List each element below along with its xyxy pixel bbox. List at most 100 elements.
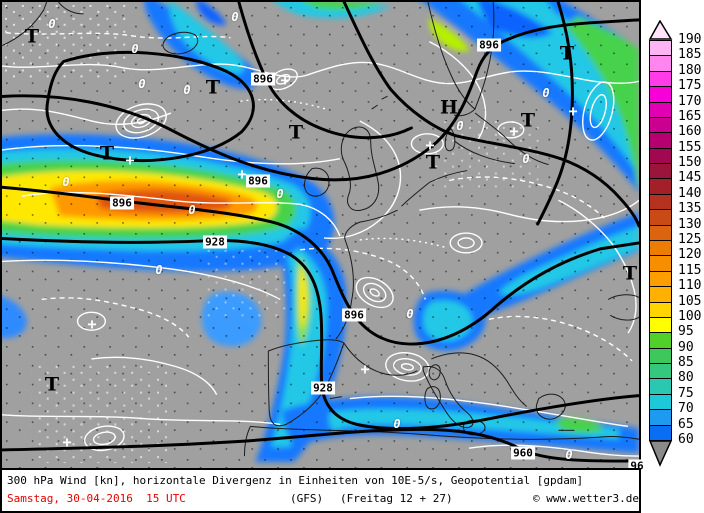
geopotential-label: 928 bbox=[311, 381, 335, 395]
divergence-zero-label: 0 bbox=[138, 77, 146, 91]
divergence-zero-label: 0 bbox=[565, 448, 573, 462]
divergence-plus-mark: + bbox=[509, 122, 519, 140]
divergence-plus-mark: + bbox=[360, 360, 370, 378]
map-annotations: 896 896 896 896 896 928 928 960 96 T T T T H T T T T T 0 0 0 0… bbox=[2, 2, 646, 473]
colorbar-tick-label: 165 bbox=[678, 108, 702, 124]
low-center-marker: T bbox=[520, 109, 536, 132]
colorbar-cell bbox=[649, 409, 672, 426]
caption-box: 300 hPa Wind [kn], horizontale Divergenz… bbox=[0, 468, 641, 513]
colorbar-tick-label: 150 bbox=[678, 155, 702, 171]
geopotential-label: 896 bbox=[342, 308, 366, 322]
colorbar-cell bbox=[649, 55, 672, 72]
colorbar-tick-label: 120 bbox=[678, 247, 702, 263]
colorbar-tick-label: 170 bbox=[678, 93, 702, 109]
caption-model: (GFS) bbox=[290, 492, 324, 505]
divergence-zero-label: 0 bbox=[393, 417, 401, 431]
divergence-contours bbox=[2, 31, 639, 457]
colorbar-tick-label: 85 bbox=[678, 355, 694, 371]
colorbar-cell bbox=[649, 316, 672, 334]
colorbar-tick-label: 70 bbox=[678, 401, 694, 417]
colorbar-tick-label: 175 bbox=[678, 78, 702, 94]
colorbar-tick-label: 75 bbox=[678, 385, 694, 401]
divergence-plus-mark: + bbox=[125, 151, 135, 169]
colorbar-tick-label: 145 bbox=[678, 170, 702, 186]
colorbar-tick-label: 190 bbox=[678, 32, 702, 47]
geopotential-label: 896 bbox=[246, 174, 270, 188]
divergence-zero-label: 0 bbox=[62, 175, 70, 189]
colorbar-tick-label: 110 bbox=[678, 278, 702, 294]
colorbar-tick-label: 130 bbox=[678, 216, 702, 232]
colorbar-cell bbox=[649, 163, 672, 180]
colorbar-cell bbox=[649, 147, 672, 165]
colorbar-tick-label: 100 bbox=[678, 308, 702, 324]
colorbar-cell bbox=[649, 255, 672, 272]
colorbar-cell bbox=[649, 301, 672, 318]
colorbar-tick-label: 105 bbox=[678, 293, 702, 309]
colorbar-tick-label: 180 bbox=[678, 62, 702, 78]
colorbar-cell bbox=[649, 270, 672, 288]
colorbar-tick-label: 160 bbox=[678, 124, 702, 140]
colorbar-tick-label: 60 bbox=[678, 432, 694, 447]
colorbar-cell bbox=[649, 209, 672, 226]
divergence-zero-label: 0 bbox=[188, 203, 196, 217]
divergence-plus-mark: + bbox=[62, 433, 72, 451]
caption-run: (Freitag 12 + 27) bbox=[340, 492, 453, 505]
colorbar-tick-label: 80 bbox=[678, 370, 694, 386]
divergence-zero-label: 0 bbox=[406, 307, 414, 321]
colorbar-bottom-arrow bbox=[648, 440, 673, 467]
divergence-zero-label: 0 bbox=[456, 119, 464, 133]
low-center-marker: T bbox=[24, 25, 40, 48]
low-center-marker: T bbox=[288, 121, 304, 144]
geopotential-label: 896 bbox=[251, 72, 275, 86]
colorbar-tick-label: 95 bbox=[678, 324, 694, 340]
colorbar-cell bbox=[649, 378, 672, 395]
colorbar-tick-label: 135 bbox=[678, 201, 702, 217]
colorbar-tick-label: 125 bbox=[678, 232, 702, 247]
geopotential-label: 896 bbox=[477, 38, 501, 52]
divergence-zero-label: 0 bbox=[542, 86, 550, 100]
low-center-marker: T bbox=[622, 262, 638, 285]
colorbar-cell bbox=[649, 40, 672, 57]
colorbar-cell bbox=[649, 178, 672, 195]
colorbar-tick-label: 65 bbox=[678, 416, 694, 432]
colorbar-cell bbox=[649, 224, 672, 241]
caption-title: 300 hPa Wind [kn], horizontale Divergenz… bbox=[7, 474, 584, 487]
colorbar-cell bbox=[649, 393, 672, 411]
colorbar-cell bbox=[649, 101, 672, 118]
colorbar-cell bbox=[649, 193, 672, 211]
divergence-zero-label: 0 bbox=[155, 263, 163, 277]
colorbar-cell bbox=[649, 86, 672, 103]
divergence-zero-label: 0 bbox=[183, 83, 191, 97]
divergence-plus-mark: + bbox=[237, 165, 247, 183]
divergence-plus-mark: + bbox=[280, 71, 290, 89]
divergence-zero-label: 0 bbox=[276, 187, 284, 201]
low-center-marker: T bbox=[44, 373, 60, 396]
colorbar-cell bbox=[649, 347, 672, 365]
colorbar-tick-label: 185 bbox=[678, 47, 702, 63]
divergence-zero-label: 0 bbox=[48, 17, 56, 31]
colorbar-cell bbox=[649, 240, 672, 257]
low-center-marker: T bbox=[559, 42, 575, 65]
caption-date: Samstag, 30-04-2016 15 UTC bbox=[7, 492, 186, 505]
high-center-marker: H bbox=[440, 96, 458, 119]
colorbar-cell bbox=[649, 363, 672, 380]
caption-copyright: © www.wetter3.de bbox=[533, 492, 639, 505]
divergence-zero-label: 0 bbox=[522, 152, 530, 166]
colorbar-tick-label: 155 bbox=[678, 139, 702, 155]
colorbar-cell bbox=[649, 70, 672, 88]
colorbar-top-arrow bbox=[648, 20, 673, 40]
colorbar-cell bbox=[649, 132, 672, 149]
colorbar-cell bbox=[649, 116, 672, 134]
divergence-plus-mark: + bbox=[87, 315, 97, 333]
colorbar-tick-label: 115 bbox=[678, 262, 702, 278]
colorbar-cell bbox=[649, 332, 672, 349]
divergence-plus-mark: + bbox=[425, 136, 435, 154]
low-center-marker: T bbox=[425, 151, 441, 174]
geopotential-label: 960 bbox=[511, 446, 535, 460]
colorbar-tick-label: 140 bbox=[678, 185, 702, 201]
divergence-plus-mark: + bbox=[568, 102, 578, 120]
divergence-zero-label: 0 bbox=[231, 10, 239, 24]
divergence-zero-label: 0 bbox=[131, 42, 139, 56]
colorbar-cell bbox=[649, 286, 672, 303]
